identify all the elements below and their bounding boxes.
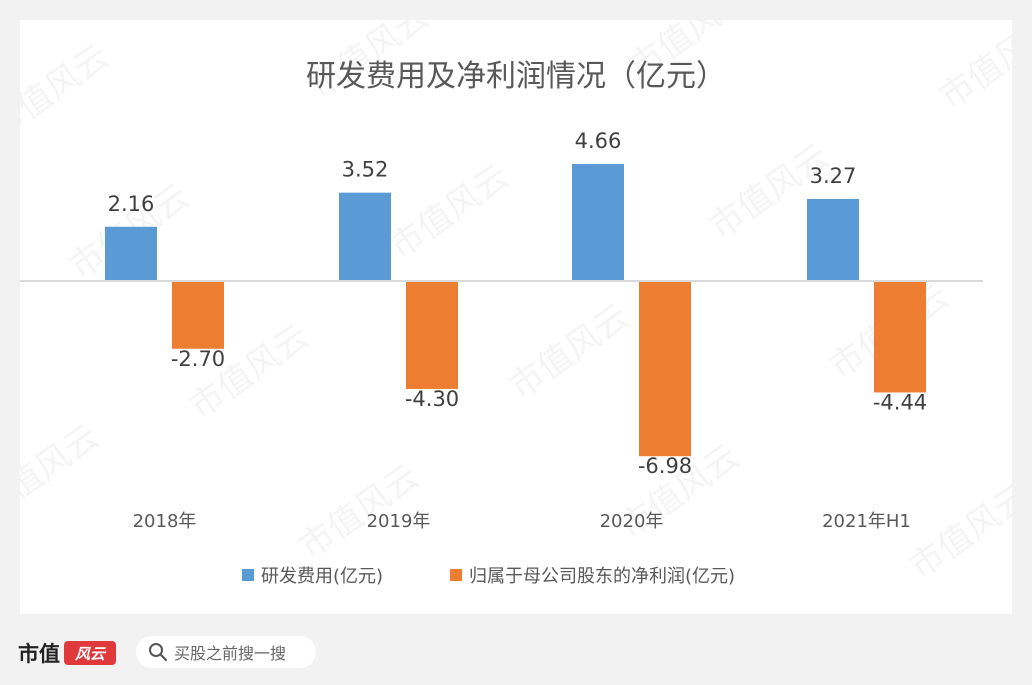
watermark-0: 市值风云 bbox=[20, 37, 117, 148]
bars-group: 2.16 3.52 4.66 3.27 -2.70 -4.30 -6.98 -4.44 bbox=[105, 129, 927, 478]
data-label-s1-1: 3.52 bbox=[342, 158, 389, 182]
brand-name: 市值 bbox=[18, 641, 60, 666]
legend: 研发费用(亿元) 归属于母公司股东的净利润(亿元) bbox=[242, 566, 735, 587]
data-label-s1-2: 4.66 bbox=[575, 129, 622, 153]
search-box[interactable]: 买股之前搜一搜 bbox=[136, 636, 316, 668]
legend-swatch-1 bbox=[242, 569, 254, 581]
watermark-10: 市值风云 bbox=[20, 417, 107, 528]
data-label-s2-2: -6.98 bbox=[638, 454, 692, 478]
bar-s1-0 bbox=[105, 226, 157, 281]
bar-s1-3 bbox=[807, 198, 859, 281]
brand-seal: 风云 bbox=[64, 641, 116, 665]
data-label-s1-3: 3.27 bbox=[810, 164, 857, 188]
watermark-8: 市值风云 bbox=[502, 297, 636, 408]
chart-card: 市值风云 市值风云 市值风云 市值风云 市值风云 市值风云 市值风云 市值风云 市值风云 市值风云… bbox=[20, 20, 1012, 614]
watermark-5: 市值风云 bbox=[382, 157, 516, 268]
x-tick-label-3: 2021年H1 bbox=[822, 511, 911, 532]
category-labels: 2018年 2019年 2020年 2021年H1 bbox=[133, 511, 911, 532]
footer-bar: 市值 风云 买股之前搜一搜 bbox=[0, 620, 1032, 685]
bar-s1-2 bbox=[572, 164, 624, 281]
brand-logo: 市值 风云 bbox=[18, 640, 116, 666]
bar-s2-1 bbox=[406, 281, 458, 389]
legend-swatch-2 bbox=[450, 569, 462, 581]
watermark-13: 市值风云 bbox=[902, 477, 1012, 588]
data-label-s2-1: -4.30 bbox=[405, 387, 459, 411]
bar-s2-0 bbox=[172, 281, 224, 349]
x-tick-label-0: 2018年 bbox=[133, 511, 197, 532]
x-tick-label-1: 2019年 bbox=[367, 511, 431, 532]
data-label-s2-3: -4.44 bbox=[873, 390, 927, 414]
watermark-3: 市值风云 bbox=[932, 20, 1012, 117]
bar-s2-3 bbox=[874, 281, 926, 393]
legend-label-2: 归属于母公司股东的净利润(亿元) bbox=[469, 566, 735, 587]
data-label-s2-0: -2.70 bbox=[171, 347, 225, 371]
bar-s1-1 bbox=[339, 192, 391, 281]
chart-title: 研发费用及净利润情况（亿元） bbox=[306, 59, 726, 94]
legend-label-1: 研发费用(亿元) bbox=[261, 566, 383, 587]
search-placeholder: 买股之前搜一搜 bbox=[174, 644, 287, 663]
x-tick-label-2: 2020年 bbox=[600, 511, 664, 532]
data-label-s1-0: 2.16 bbox=[108, 192, 155, 216]
bar-s2-2 bbox=[639, 281, 691, 457]
search-icon bbox=[149, 643, 168, 662]
